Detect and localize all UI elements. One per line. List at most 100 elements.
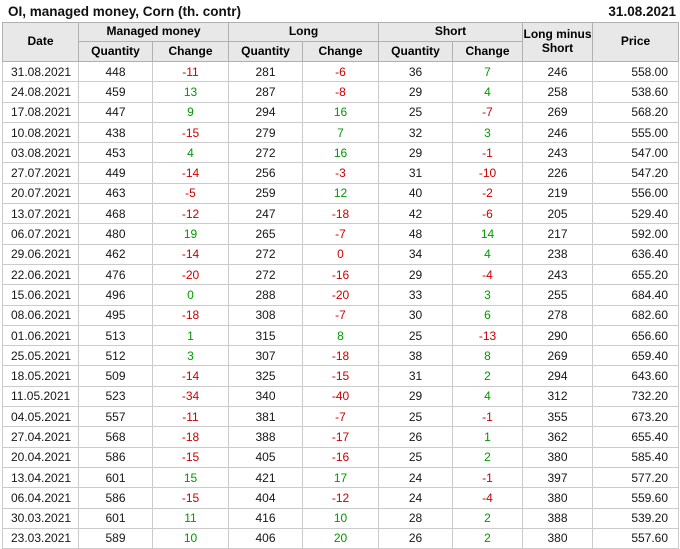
cell-short-change: -7: [452, 101, 524, 123]
cell-long-change: -17: [301, 426, 380, 448]
col-subheader-mm-quantity: Quantity: [78, 41, 153, 62]
cell-short-quantity: 40: [378, 182, 454, 205]
cell-price: 659.40: [592, 345, 680, 367]
col-subheader-long-quantity: Quantity: [228, 41, 303, 62]
cell-short-change: -1: [452, 466, 524, 489]
cell-price: 655.20: [592, 263, 680, 286]
cell-mm-quantity: 462: [78, 243, 153, 265]
cell-mm-quantity: 453: [78, 142, 153, 164]
table-row: 22.06.2021 476 -20 272 -16 29 -4 243 655.20: [2, 263, 680, 286]
cell-long-quantity: 247: [228, 203, 303, 225]
cell-short-change: 2: [452, 507, 524, 529]
cell-mm-quantity: 495: [78, 304, 153, 326]
cell-long-quantity: 281: [228, 60, 303, 83]
cell-long-quantity: 256: [228, 162, 303, 184]
cell-mm-quantity: 468: [78, 203, 153, 225]
cell-mm-change: -11: [152, 406, 229, 428]
cell-short-change: 4: [452, 385, 524, 408]
cell-mm-quantity: 512: [78, 345, 153, 367]
cell-long-minus-short: 362: [522, 426, 594, 448]
cell-short-quantity: 38: [378, 345, 454, 367]
cell-mm-change: -15: [152, 121, 229, 144]
cell-mm-change: -14: [152, 365, 229, 387]
cell-date: 29.06.2021: [2, 243, 79, 265]
cell-mm-change: 1: [152, 324, 229, 347]
cell-price: 559.60: [592, 487, 680, 509]
cell-short-change: 4: [452, 81, 524, 103]
cell-mm-quantity: 589: [78, 527, 153, 549]
cell-price: 539.20: [592, 507, 680, 529]
table-row: 20.04.2021 586 -15 405 -16 25 2 380 585.40: [2, 446, 680, 468]
cell-long-minus-short: 217: [522, 223, 594, 245]
table-row: 17.08.2021 447 9 294 16 25 -7 269 568.20: [2, 101, 680, 123]
cell-short-change: -4: [452, 263, 524, 286]
cell-long-quantity: 287: [228, 81, 303, 103]
cell-short-quantity: 26: [378, 527, 454, 549]
cell-short-quantity: 25: [378, 406, 454, 428]
cell-short-change: -1: [452, 406, 524, 428]
cell-short-change: 8: [452, 345, 524, 367]
table-row: 25.05.2021 512 3 307 -18 38 8 269 659.40: [2, 345, 680, 367]
cell-date: 25.05.2021: [2, 345, 79, 367]
cell-price: 577.20: [592, 466, 680, 489]
cell-price: 557.60: [592, 527, 680, 549]
col-group-managed-money: Managed money: [78, 22, 229, 42]
cell-price: 558.00: [592, 60, 680, 83]
cell-long-minus-short: 269: [522, 345, 594, 367]
cell-short-change: 2: [452, 446, 524, 468]
cell-short-quantity: 33: [378, 284, 454, 306]
cell-mm-quantity: 568: [78, 426, 153, 448]
cell-mm-change: -18: [152, 304, 229, 326]
cell-long-change: 17: [301, 466, 380, 489]
cell-long-change: -18: [301, 203, 380, 225]
cell-short-change: 4: [452, 243, 524, 265]
cell-long-minus-short: 219: [522, 182, 594, 205]
cell-short-quantity: 29: [378, 81, 454, 103]
cell-long-change: 0: [301, 243, 380, 265]
cell-long-minus-short: 255: [522, 284, 594, 306]
cell-mm-change: -14: [152, 243, 229, 265]
cell-mm-change: 10: [152, 527, 229, 549]
table-row: 03.08.2021 453 4 272 16 29 -1 243 547.00: [2, 142, 680, 164]
cell-long-quantity: 340: [228, 385, 303, 408]
table-body: 31.08.2021 448 -11 281 -6 36 7 246 558.00 24.08.2…: [2, 60, 680, 549]
cell-price: 643.60: [592, 365, 680, 387]
cell-short-change: 2: [452, 527, 524, 549]
cell-long-change: 12: [301, 182, 380, 205]
cell-long-change: -16: [301, 263, 380, 286]
cell-long-quantity: 416: [228, 507, 303, 529]
cell-long-minus-short: 205: [522, 203, 594, 225]
cell-mm-change: -34: [152, 385, 229, 408]
cell-mm-quantity: 601: [78, 466, 153, 489]
table-row: 29.06.2021 462 -14 272 0 34 4 238 636.40: [2, 243, 680, 265]
col-header-date: Date: [2, 22, 79, 62]
cell-mm-change: -12: [152, 203, 229, 225]
cell-long-change: 16: [301, 142, 380, 164]
cell-long-minus-short: 238: [522, 243, 594, 265]
cell-long-change: -7: [301, 304, 380, 326]
cell-long-minus-short: 290: [522, 324, 594, 347]
cell-date: 06.04.2021: [2, 487, 79, 509]
col-group-short: Short: [378, 22, 524, 42]
cell-long-minus-short: 380: [522, 527, 594, 549]
cell-date: 01.06.2021: [2, 324, 79, 347]
cell-price: 547.20: [592, 162, 680, 184]
topbar: OI, managed money, Corn (th. contr) 31.0…: [0, 0, 680, 22]
cell-long-change: -20: [301, 284, 380, 306]
cell-mm-change: 0: [152, 284, 229, 306]
cell-mm-quantity: 476: [78, 263, 153, 286]
cell-date: 11.05.2021: [2, 385, 79, 408]
cell-long-minus-short: 269: [522, 101, 594, 123]
table-row: 23.03.2021 589 10 406 20 26 2 380 557.60: [2, 527, 680, 549]
cell-price: 529.40: [592, 203, 680, 225]
cell-long-minus-short: 243: [522, 142, 594, 164]
cell-short-quantity: 24: [378, 487, 454, 509]
cell-long-minus-short: 258: [522, 81, 594, 103]
table-row: 06.07.2021 480 19 265 -7 48 14 217 592.00: [2, 223, 680, 245]
cell-date: 13.07.2021: [2, 203, 79, 225]
cell-short-change: 6: [452, 304, 524, 326]
cell-mm-change: -15: [152, 446, 229, 468]
table-row: 31.08.2021 448 -11 281 -6 36 7 246 558.00: [2, 60, 680, 83]
cell-long-change: -15: [301, 365, 380, 387]
col-group-long: Long: [227, 22, 380, 42]
